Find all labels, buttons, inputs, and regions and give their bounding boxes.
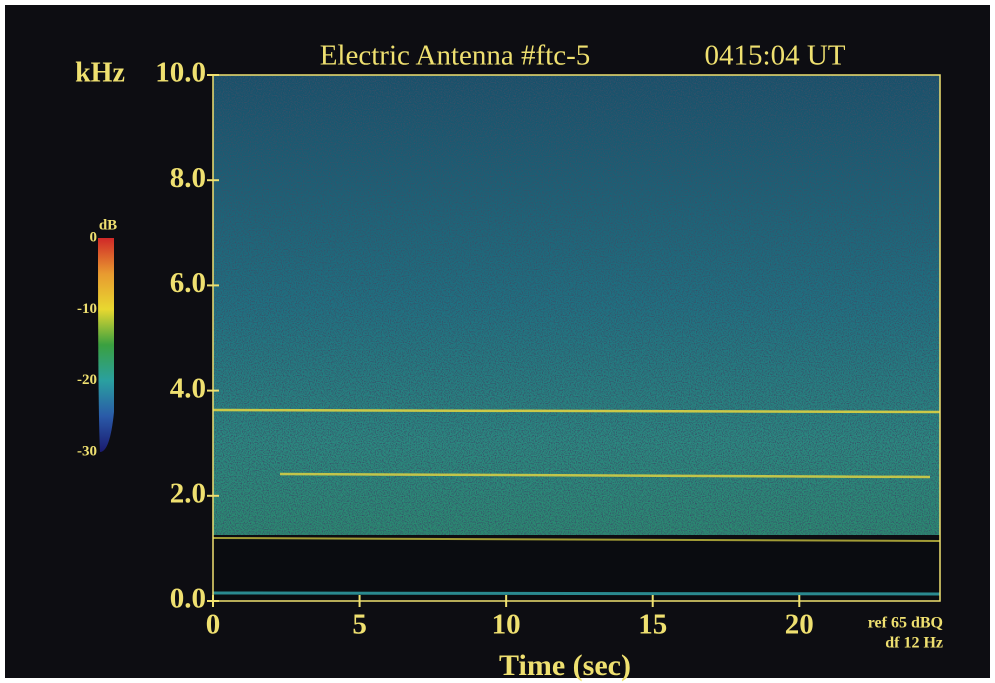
y-tick-label: 10.0 bbox=[155, 57, 206, 89]
y-tick-label: 8.0 bbox=[170, 162, 206, 194]
colorbar-label: dB bbox=[99, 217, 117, 233]
annotation: ref 65 dBQ bbox=[868, 615, 943, 632]
x-tick-label: 10 bbox=[492, 609, 521, 641]
colorbar bbox=[98, 238, 114, 452]
spectrogram bbox=[213, 75, 940, 601]
y-axis-label: kHz bbox=[75, 57, 125, 88]
chart: Electric Antenna #ftc-5 0415:04 UT kHz Time… bbox=[0, 0, 995, 683]
page: Electric Antenna #ftc-5 0415:04 UT kHz Time… bbox=[0, 0, 995, 683]
x-tick-label: 0 bbox=[206, 609, 221, 641]
y-tick-label: 2.0 bbox=[170, 477, 206, 509]
emission-line bbox=[213, 593, 940, 594]
x-tick-label: 5 bbox=[352, 609, 367, 641]
y-tick-label: 0.0 bbox=[170, 583, 206, 615]
chart-subtitle: 0415:04 UT bbox=[705, 40, 846, 72]
y-tick-label: 6.0 bbox=[170, 267, 206, 299]
colorbar-tick-label: -30 bbox=[77, 443, 97, 459]
x-tick-label: 20 bbox=[785, 609, 814, 641]
y-tick-label: 4.0 bbox=[170, 372, 206, 404]
chart-title: Electric Antenna #ftc-5 bbox=[320, 40, 591, 72]
x-tick-label: 15 bbox=[638, 609, 667, 641]
x-axis-label: Time (sec) bbox=[499, 649, 631, 682]
colorbar-tick-label: -20 bbox=[77, 372, 97, 388]
spectrogram-quiet-band bbox=[213, 538, 940, 601]
colorbar-tick-label: 0 bbox=[90, 229, 98, 245]
colorbar-tick-label: -10 bbox=[77, 301, 97, 317]
annotation: df 12 Hz bbox=[885, 635, 943, 652]
spectrogram-noise bbox=[213, 75, 940, 535]
